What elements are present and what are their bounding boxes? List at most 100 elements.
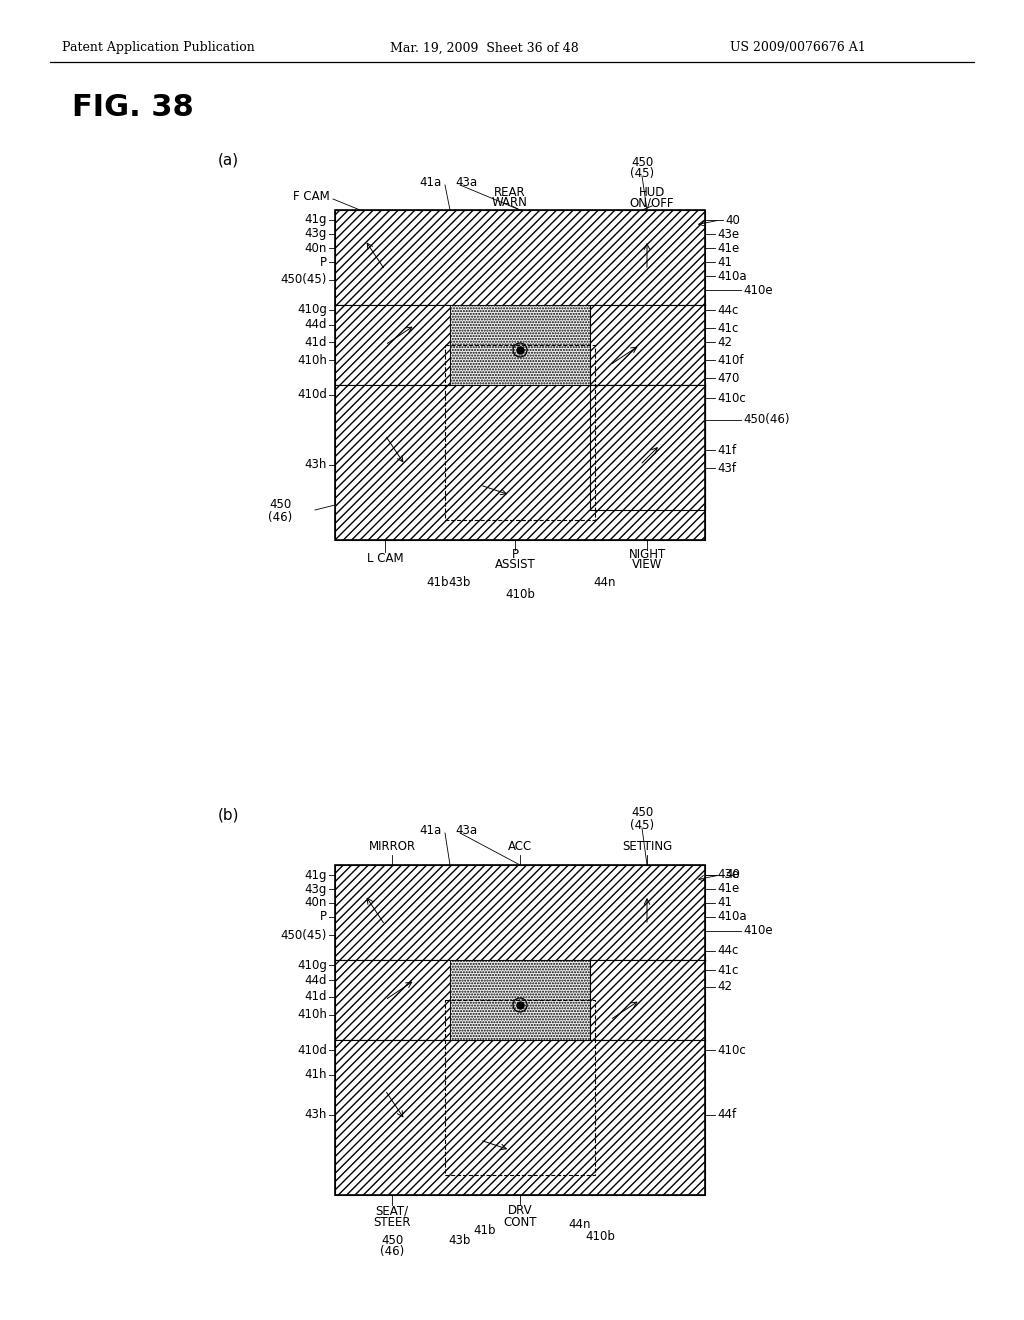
Bar bbox=[590, 385, 705, 510]
Bar bbox=[335, 210, 705, 305]
Bar bbox=[335, 1040, 705, 1195]
Bar bbox=[590, 305, 705, 385]
Text: 40n: 40n bbox=[304, 896, 327, 909]
Text: 43b: 43b bbox=[449, 576, 471, 589]
Bar bbox=[335, 960, 450, 1040]
Bar bbox=[450, 305, 590, 385]
Text: 41g: 41g bbox=[304, 869, 327, 882]
Text: (b): (b) bbox=[218, 808, 240, 822]
Text: 43f: 43f bbox=[717, 462, 736, 474]
Text: (46): (46) bbox=[268, 511, 292, 524]
Text: 41c: 41c bbox=[717, 322, 738, 334]
Text: Mar. 19, 2009  Sheet 36 of 48: Mar. 19, 2009 Sheet 36 of 48 bbox=[390, 41, 579, 54]
Text: 41a: 41a bbox=[420, 176, 442, 189]
Text: 410b: 410b bbox=[505, 589, 535, 602]
Text: F CAM: F CAM bbox=[293, 190, 330, 203]
Bar bbox=[445, 1001, 595, 1175]
Text: 41f: 41f bbox=[717, 444, 736, 457]
Bar bbox=[335, 210, 705, 540]
Text: 450: 450 bbox=[631, 807, 653, 820]
Text: P: P bbox=[512, 548, 518, 561]
Text: 470: 470 bbox=[717, 371, 739, 384]
Text: SETTING: SETTING bbox=[622, 841, 672, 854]
Text: 410d: 410d bbox=[297, 1044, 327, 1056]
Text: 41e: 41e bbox=[717, 883, 739, 895]
Text: 44f: 44f bbox=[717, 1109, 736, 1122]
Text: 43g: 43g bbox=[304, 883, 327, 895]
Text: 43e: 43e bbox=[717, 227, 739, 240]
Text: 41d: 41d bbox=[304, 990, 327, 1003]
Text: 43h: 43h bbox=[304, 1109, 327, 1122]
Text: 43a: 43a bbox=[455, 176, 477, 189]
Text: 410h: 410h bbox=[297, 1008, 327, 1022]
Text: 410g: 410g bbox=[297, 304, 327, 317]
Text: CONT: CONT bbox=[503, 1216, 537, 1229]
Text: P: P bbox=[319, 256, 327, 268]
Text: 43e: 43e bbox=[717, 869, 739, 882]
Text: 40: 40 bbox=[725, 869, 740, 882]
Text: SEAT/: SEAT/ bbox=[376, 1204, 409, 1217]
Text: 43g: 43g bbox=[304, 227, 327, 240]
Text: 41e: 41e bbox=[717, 242, 739, 255]
Text: ON/OFF: ON/OFF bbox=[630, 197, 674, 210]
Text: NIGHT: NIGHT bbox=[629, 548, 666, 561]
Text: 450(45): 450(45) bbox=[281, 273, 327, 286]
Bar bbox=[335, 865, 705, 960]
Text: DRV: DRV bbox=[508, 1204, 532, 1217]
Bar bbox=[445, 345, 595, 520]
Text: L CAM: L CAM bbox=[367, 552, 403, 565]
Text: 43h: 43h bbox=[304, 458, 327, 471]
Text: 43a: 43a bbox=[455, 824, 477, 837]
Text: 450: 450 bbox=[631, 156, 653, 169]
Text: 43b: 43b bbox=[449, 1233, 471, 1246]
Text: MIRROR: MIRROR bbox=[369, 841, 416, 854]
Text: 410c: 410c bbox=[717, 1044, 745, 1056]
Text: 410c: 410c bbox=[717, 392, 745, 404]
Text: 410h: 410h bbox=[297, 354, 327, 367]
Text: (45): (45) bbox=[630, 166, 654, 180]
Text: 410b: 410b bbox=[585, 1230, 615, 1243]
Text: 40n: 40n bbox=[304, 242, 327, 255]
Text: 410a: 410a bbox=[717, 911, 746, 924]
Text: STEER: STEER bbox=[374, 1216, 411, 1229]
Text: 410e: 410e bbox=[743, 924, 773, 937]
Text: 450: 450 bbox=[269, 499, 291, 511]
Bar bbox=[590, 960, 705, 1040]
Text: 44d: 44d bbox=[304, 974, 327, 986]
Text: 410e: 410e bbox=[743, 284, 773, 297]
Text: FIG. 38: FIG. 38 bbox=[72, 94, 194, 123]
Text: 44n: 44n bbox=[594, 576, 616, 589]
Text: ASSIST: ASSIST bbox=[495, 558, 536, 572]
Text: 410g: 410g bbox=[297, 958, 327, 972]
Text: 44d: 44d bbox=[304, 318, 327, 331]
Bar bbox=[450, 960, 590, 1040]
Text: 41g: 41g bbox=[304, 214, 327, 227]
Text: 41a: 41a bbox=[420, 824, 442, 837]
Text: WARN: WARN bbox=[493, 197, 528, 210]
Text: 410d: 410d bbox=[297, 388, 327, 401]
Text: 41b: 41b bbox=[474, 1224, 497, 1237]
Text: 42: 42 bbox=[717, 981, 732, 994]
Text: 41h: 41h bbox=[304, 1068, 327, 1081]
Text: 450(45): 450(45) bbox=[281, 928, 327, 941]
Text: 41c: 41c bbox=[717, 964, 738, 977]
Text: 41d: 41d bbox=[304, 335, 327, 348]
Text: 44c: 44c bbox=[717, 304, 738, 317]
Text: REAR: REAR bbox=[495, 186, 525, 198]
Text: 410a: 410a bbox=[717, 269, 746, 282]
Text: 450: 450 bbox=[381, 1234, 403, 1247]
Text: HUD: HUD bbox=[639, 186, 666, 198]
Text: 44n: 44n bbox=[568, 1218, 591, 1232]
Bar bbox=[335, 385, 705, 540]
Text: P: P bbox=[319, 911, 327, 924]
Text: 44c: 44c bbox=[717, 945, 738, 957]
Text: ACC: ACC bbox=[508, 841, 532, 854]
Text: 450(46): 450(46) bbox=[743, 413, 790, 426]
Text: 41: 41 bbox=[717, 256, 732, 268]
Text: 40: 40 bbox=[725, 214, 740, 227]
Text: (45): (45) bbox=[630, 818, 654, 832]
Text: Patent Application Publication: Patent Application Publication bbox=[62, 41, 255, 54]
Text: VIEW: VIEW bbox=[632, 558, 663, 572]
Text: 410f: 410f bbox=[717, 354, 743, 367]
Bar bbox=[335, 865, 705, 1195]
